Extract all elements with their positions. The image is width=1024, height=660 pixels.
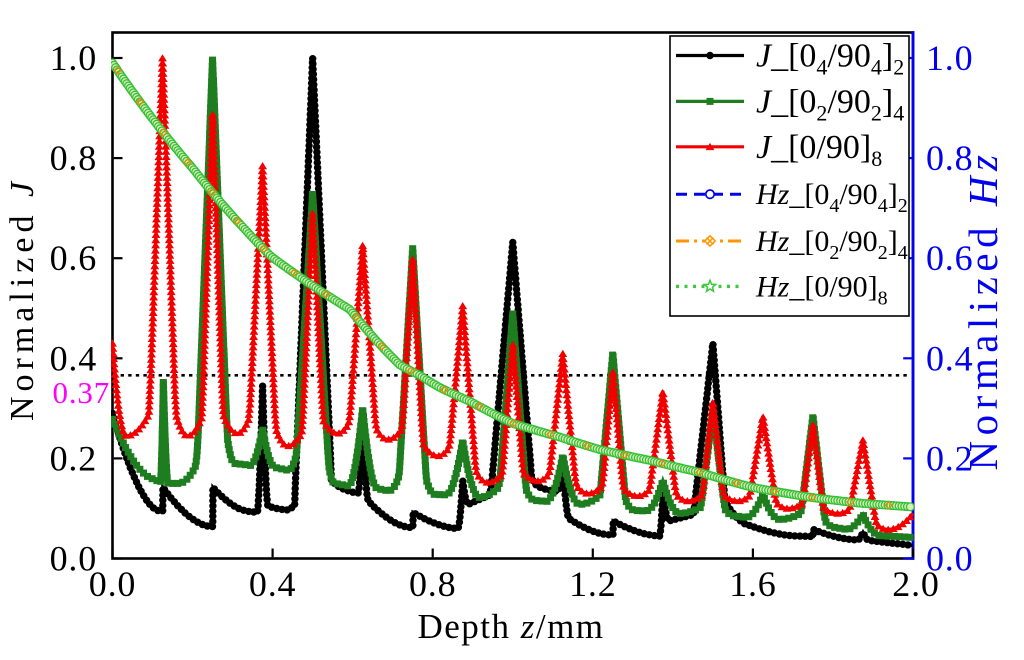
svg-text:1.0: 1.0 <box>926 38 973 78</box>
svg-text:Normalized J: Normalized J <box>4 177 41 421</box>
svg-text:0.6: 0.6 <box>926 238 973 278</box>
svg-text:0.2: 0.2 <box>50 438 97 478</box>
svg-text:0.0: 0.0 <box>50 539 97 579</box>
svg-text:0.8: 0.8 <box>926 138 973 178</box>
svg-text:1.6: 1.6 <box>729 564 776 604</box>
svg-text:0.8: 0.8 <box>409 564 456 604</box>
svg-text:1.0: 1.0 <box>50 38 97 78</box>
svg-text:0.37: 0.37 <box>53 375 110 410</box>
svg-text:2.0: 2.0 <box>892 564 939 604</box>
svg-text:0.6: 0.6 <box>50 238 97 278</box>
svg-text:J_[04/904]2: J_[04/904]2 <box>756 38 904 80</box>
svg-text:0.4: 0.4 <box>50 338 97 378</box>
svg-text:J_[02/902]4: J_[02/902]4 <box>756 83 904 125</box>
svg-text:J_[0/90]8: J_[0/90]8 <box>756 129 882 171</box>
svg-text:0.2: 0.2 <box>926 438 973 478</box>
svg-text:0.0: 0.0 <box>926 539 973 579</box>
svg-text:0.4: 0.4 <box>926 338 973 378</box>
svg-text:0.4: 0.4 <box>249 564 296 604</box>
svg-text:Normalized Hz: Normalized Hz <box>960 150 1006 471</box>
svg-text:0.8: 0.8 <box>50 138 97 178</box>
svg-text:1.2: 1.2 <box>569 564 616 604</box>
svg-text:Hz_[0/90]8: Hz_[0/90]8 <box>755 270 888 309</box>
svg-text:0.0: 0.0 <box>89 564 136 604</box>
svg-text:Depth z/mm: Depth z/mm <box>417 607 604 646</box>
